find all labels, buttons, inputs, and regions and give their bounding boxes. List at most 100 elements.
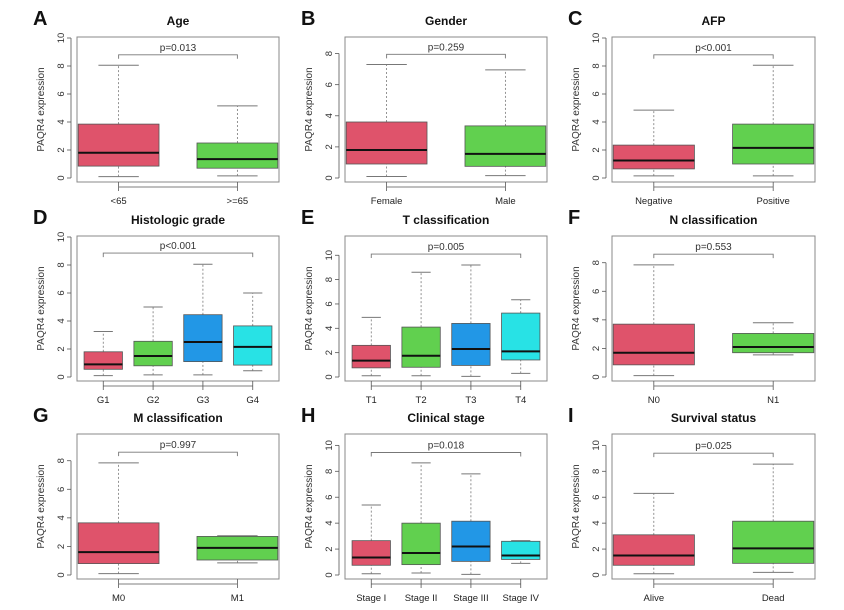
y-tick-label: 10 xyxy=(324,250,335,261)
y-axis-label: PAQR4 expression xyxy=(571,266,582,350)
y-tick-label: 0 xyxy=(56,374,67,379)
plot-frame xyxy=(76,433,280,580)
box-negative xyxy=(612,109,695,177)
y-axis-label: PAQR4 expression xyxy=(36,464,47,548)
iqr-box xyxy=(133,340,173,367)
box-female xyxy=(345,63,428,177)
x-tick-label: G1 xyxy=(97,395,110,406)
box--65 xyxy=(196,105,279,177)
significance-bracket xyxy=(118,54,238,59)
box-alive xyxy=(612,492,695,575)
x-tick-label: Stage I xyxy=(356,593,386,604)
box-g3 xyxy=(183,263,223,376)
y-tick-label: 4 xyxy=(324,326,335,331)
panel-h: H Clinical stage 0 2 4 6 8 10 PAQR4 expression St… xyxy=(301,405,548,604)
p-value-label: p<0.001 xyxy=(695,43,732,54)
x-tick-label: Stage II xyxy=(405,593,438,604)
y-tick-label: 0 xyxy=(324,175,335,180)
x-tick-label: Female xyxy=(371,196,403,207)
significance-bracket xyxy=(653,253,774,259)
plot-frame xyxy=(344,235,548,382)
box-t2 xyxy=(401,271,441,377)
iqr-box xyxy=(612,323,695,366)
y-axis-label: PAQR4 expression xyxy=(571,464,582,548)
significance-bracket xyxy=(370,253,522,259)
y-tick-label: 8 xyxy=(56,458,67,463)
y-tick-label: 8 xyxy=(324,469,335,474)
panel-title: Age xyxy=(167,14,190,28)
panel-b: B Gender 0 2 4 6 8 PAQR4 expression Female Male p=… xyxy=(301,8,548,207)
y-tick-label: 10 xyxy=(56,232,67,243)
iqr-box xyxy=(196,142,279,169)
y-tick-label: 4 xyxy=(591,520,602,525)
box-t1 xyxy=(351,316,391,377)
y-tick-label: 2 xyxy=(591,346,602,351)
y-tick-label: 8 xyxy=(591,63,602,68)
y-tick-label: 8 xyxy=(324,51,335,56)
p-value-label: p=0.018 xyxy=(428,441,465,452)
panel-d: D Histologic grade 0 2 4 6 8 10 PAQR4 expression… xyxy=(33,207,280,406)
panel-e: E T classification 0 2 4 6 8 10 PAQR4 expression… xyxy=(301,207,548,406)
y-tick-label: 4 xyxy=(56,515,67,520)
x-tick-label: G2 xyxy=(147,395,160,406)
iqr-box xyxy=(233,325,273,366)
y-axis-label: PAQR4 expression xyxy=(304,464,315,548)
plot-frame xyxy=(344,433,548,580)
x-tick-label: Negative xyxy=(635,196,673,207)
y-tick-label: 10 xyxy=(324,440,335,451)
box-m0 xyxy=(77,462,160,575)
y-tick-label: 10 xyxy=(56,33,67,44)
x-tick-label: T1 xyxy=(366,395,377,406)
p-value-label: p=0.259 xyxy=(428,42,465,53)
panel-a: A Age 0 2 4 6 8 10 PAQR4 expression <65 >=65 p=0.01… xyxy=(33,8,280,207)
y-tick-label: 0 xyxy=(56,175,67,180)
y-tick-label: 8 xyxy=(591,260,602,265)
panel-c: C AFP 0 2 4 6 8 10 PAQR4 expression Negative Posit… xyxy=(568,8,816,207)
y-tick-label: 2 xyxy=(56,147,67,152)
iqr-box xyxy=(732,520,815,564)
y-axis-label: PAQR4 expression xyxy=(571,67,582,151)
iqr-box xyxy=(732,123,815,165)
x-tick-label: >=65 xyxy=(227,196,249,207)
panel-title: Clinical stage xyxy=(407,411,485,425)
box-positive xyxy=(732,64,815,177)
box-stage-iii xyxy=(451,473,491,575)
x-tick-label: Male xyxy=(495,196,516,207)
y-tick-label: 6 xyxy=(591,91,602,96)
y-tick-label: 6 xyxy=(591,289,602,294)
x-tick-label: G3 xyxy=(197,395,210,406)
iqr-box xyxy=(351,344,391,369)
plot-frame xyxy=(76,36,280,183)
y-tick-label: 10 xyxy=(591,33,602,44)
significance-bracket xyxy=(653,54,774,59)
significance-bracket xyxy=(370,452,522,457)
y-tick-label: 8 xyxy=(591,469,602,474)
x-tick-label: <65 xyxy=(111,196,127,207)
p-value-label: p=0.553 xyxy=(695,242,732,253)
x-tick-label: M0 xyxy=(112,593,125,604)
x-tick-label: Stage IV xyxy=(503,593,540,604)
p-value-label: p=0.025 xyxy=(695,441,732,452)
panel-title: AFP xyxy=(702,14,726,28)
panel-letter: A xyxy=(33,8,47,30)
plot-frame xyxy=(344,36,548,183)
box-g2 xyxy=(133,306,173,376)
y-tick-label: 2 xyxy=(56,544,67,549)
y-tick-label: 2 xyxy=(591,546,602,551)
box-m1 xyxy=(196,535,279,564)
iqr-box xyxy=(464,125,547,167)
panel-letter: C xyxy=(568,8,582,30)
panel-letter: H xyxy=(301,405,315,427)
iqr-box xyxy=(345,121,428,165)
y-tick-label: 0 xyxy=(324,572,335,577)
y-axis-label: PAQR4 expression xyxy=(304,266,315,350)
box-g1 xyxy=(83,331,123,377)
significance-bracket xyxy=(386,53,506,59)
box-male xyxy=(464,69,547,177)
y-tick-label: 4 xyxy=(591,317,602,322)
y-tick-label: 6 xyxy=(324,495,335,500)
p-value-label: p=0.005 xyxy=(428,242,465,253)
y-tick-label: 6 xyxy=(324,82,335,87)
panel-g: G M classification 0 2 4 6 8 PAQR4 expression M0… xyxy=(33,405,280,604)
